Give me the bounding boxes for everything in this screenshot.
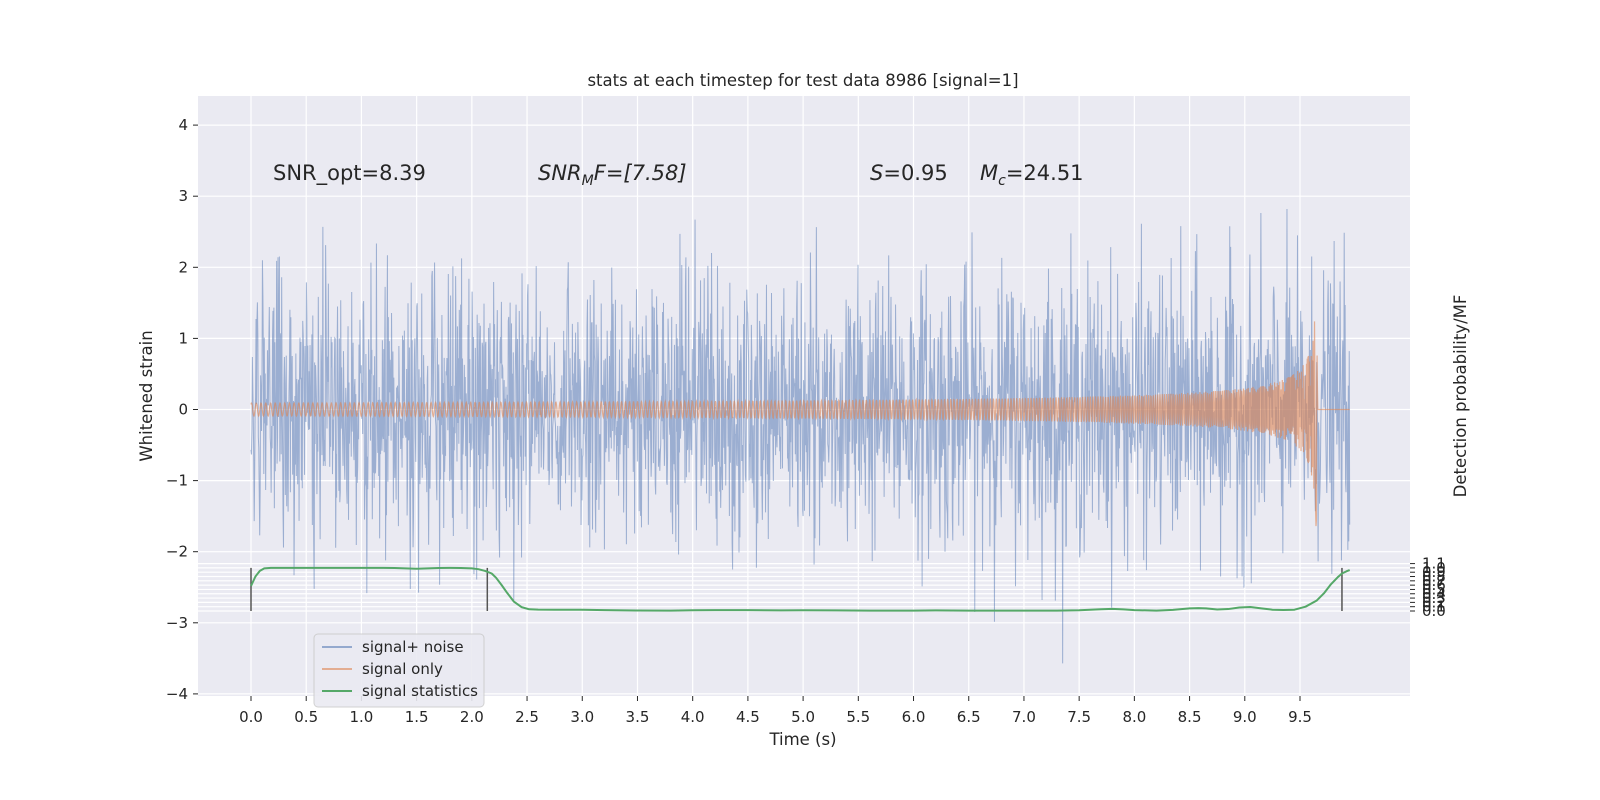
x-tick-label: 3.0 (570, 708, 594, 726)
y-left-tick-label: −3 (166, 614, 188, 632)
x-tick-label: 8.0 (1122, 708, 1146, 726)
legend-label-signal-statistics: signal statistics (362, 682, 478, 700)
y-left-axis-ticks: 4 3 2 1 0 −1 −2 −3 −4 (166, 116, 198, 703)
x-tick-label: 0.0 (239, 708, 263, 726)
x-tick-label: 7.5 (1067, 708, 1091, 726)
x-tick-label: 2.5 (515, 708, 539, 726)
x-tick-label: 6.5 (957, 708, 981, 726)
y-right-tick-label: 0.0 (1422, 602, 1446, 620)
y-right-axis-ticks: 1.11.00.90.80.70.60.50.40.30.20.10.0 (1410, 555, 1446, 620)
y-left-tick-label: 3 (178, 187, 188, 205)
x-axis-ticks: 0.0 0.5 1.0 1.5 2.0 2.5 3.0 3.5 4.0 4.5 5.0 5.5 6.0 6… (239, 696, 1312, 726)
y-right-tick-label: 1.1 (1422, 555, 1446, 573)
y-right-tick-label: 0.8 (1422, 568, 1446, 586)
annotation-s: S=0.95 (870, 161, 948, 185)
y-right-axis-label: Detection probability/MF (1451, 295, 1470, 498)
y-right-tick-label: 1.0 (1422, 559, 1446, 577)
annotation-snr-mf: SNRMF=[7.58] (538, 161, 687, 189)
signal-noise-line (250, 209, 1351, 664)
y-left-tick-label: 0 (178, 401, 188, 419)
x-tick-label: 7.0 (1012, 708, 1036, 726)
y-right-tick-label: 0.4 (1422, 585, 1446, 603)
y-right-tick-label: 0.9 (1422, 563, 1446, 581)
y-right-tick-label: 0.6 (1422, 576, 1446, 594)
y-right-tick-label: 0.1 (1422, 598, 1446, 616)
annotations: SNR_opt=8.39 SNRMF=[7.58] S=0.95 Mc=24.5… (273, 161, 1084, 189)
annotation-snr-opt: SNR_opt=8.39 (273, 161, 426, 186)
x-tick-label: 2.0 (460, 708, 484, 726)
y-left-tick-label: −4 (166, 685, 188, 703)
segment-boundaries (250, 567, 1343, 611)
signal-statistics-line (250, 566, 1351, 612)
annotation-mc-value: =24.51 (1006, 161, 1084, 185)
x-tick-label: 1.0 (349, 708, 373, 726)
legend-label-signal-only: signal only (362, 660, 443, 678)
y-right-tick-label: 0.2 (1422, 593, 1446, 611)
x-tick-label: 4.5 (736, 708, 760, 726)
x-tick-label: 5.5 (846, 708, 870, 726)
y-right-tick-label: 0.5 (1422, 580, 1446, 598)
x-tick-label: 0.5 (294, 708, 318, 726)
legend-box (313, 633, 485, 708)
x-tick-label: 3.5 (626, 708, 650, 726)
y-left-tick-label: 2 (178, 258, 188, 276)
y-left-tick-label: −2 (166, 543, 188, 561)
y-left-gridlines (198, 124, 1410, 695)
series-signal-statistics (250, 566, 1351, 612)
annotation-snr-mf-sub: M (582, 173, 594, 189)
y-left-tick-label: 1 (178, 329, 188, 347)
y-left-axis-label: Whitened strain (137, 330, 156, 461)
signal-only-line (250, 321, 1350, 527)
y-right-tick-label: 0.7 (1422, 572, 1446, 590)
legend-label-signal-noise: signal+ noise (362, 638, 464, 656)
chart-title: stats at each timestep for test data 898… (587, 71, 1018, 90)
x-tick-label: 8.5 (1178, 708, 1202, 726)
x-axis-label: Time (s) (768, 730, 836, 749)
series-signal-only (250, 321, 1350, 527)
annotation-s-value: =0.95 (883, 161, 947, 185)
y-left-tick-label: −1 (166, 472, 188, 490)
x-tick-label: 9.0 (1233, 708, 1257, 726)
annotation-mc: Mc=24.51 (980, 161, 1084, 189)
series-signal-noise (250, 209, 1351, 664)
x-tick-label: 5.0 (791, 708, 815, 726)
x-tick-label: 6.0 (902, 708, 926, 726)
x-tick-label: 1.5 (405, 708, 429, 726)
annotation-s-label: S (870, 161, 883, 185)
y-right-tick-label: 0.3 (1422, 589, 1446, 607)
legend: signal+ noise signal only signal statist… (313, 633, 485, 708)
annotation-snr-mf-f: F=[7.58] (594, 161, 687, 185)
y-right-gridlines (198, 562, 1410, 612)
x-tick-label: 9.5 (1288, 708, 1312, 726)
y-left-tick-label: 4 (178, 116, 188, 134)
annotation-mc-label: M (980, 161, 998, 185)
annotation-snr-mf-prefix: SNR (538, 161, 582, 185)
annotation-mc-sub: c (998, 173, 1006, 189)
x-tick-label: 4.0 (681, 708, 705, 726)
